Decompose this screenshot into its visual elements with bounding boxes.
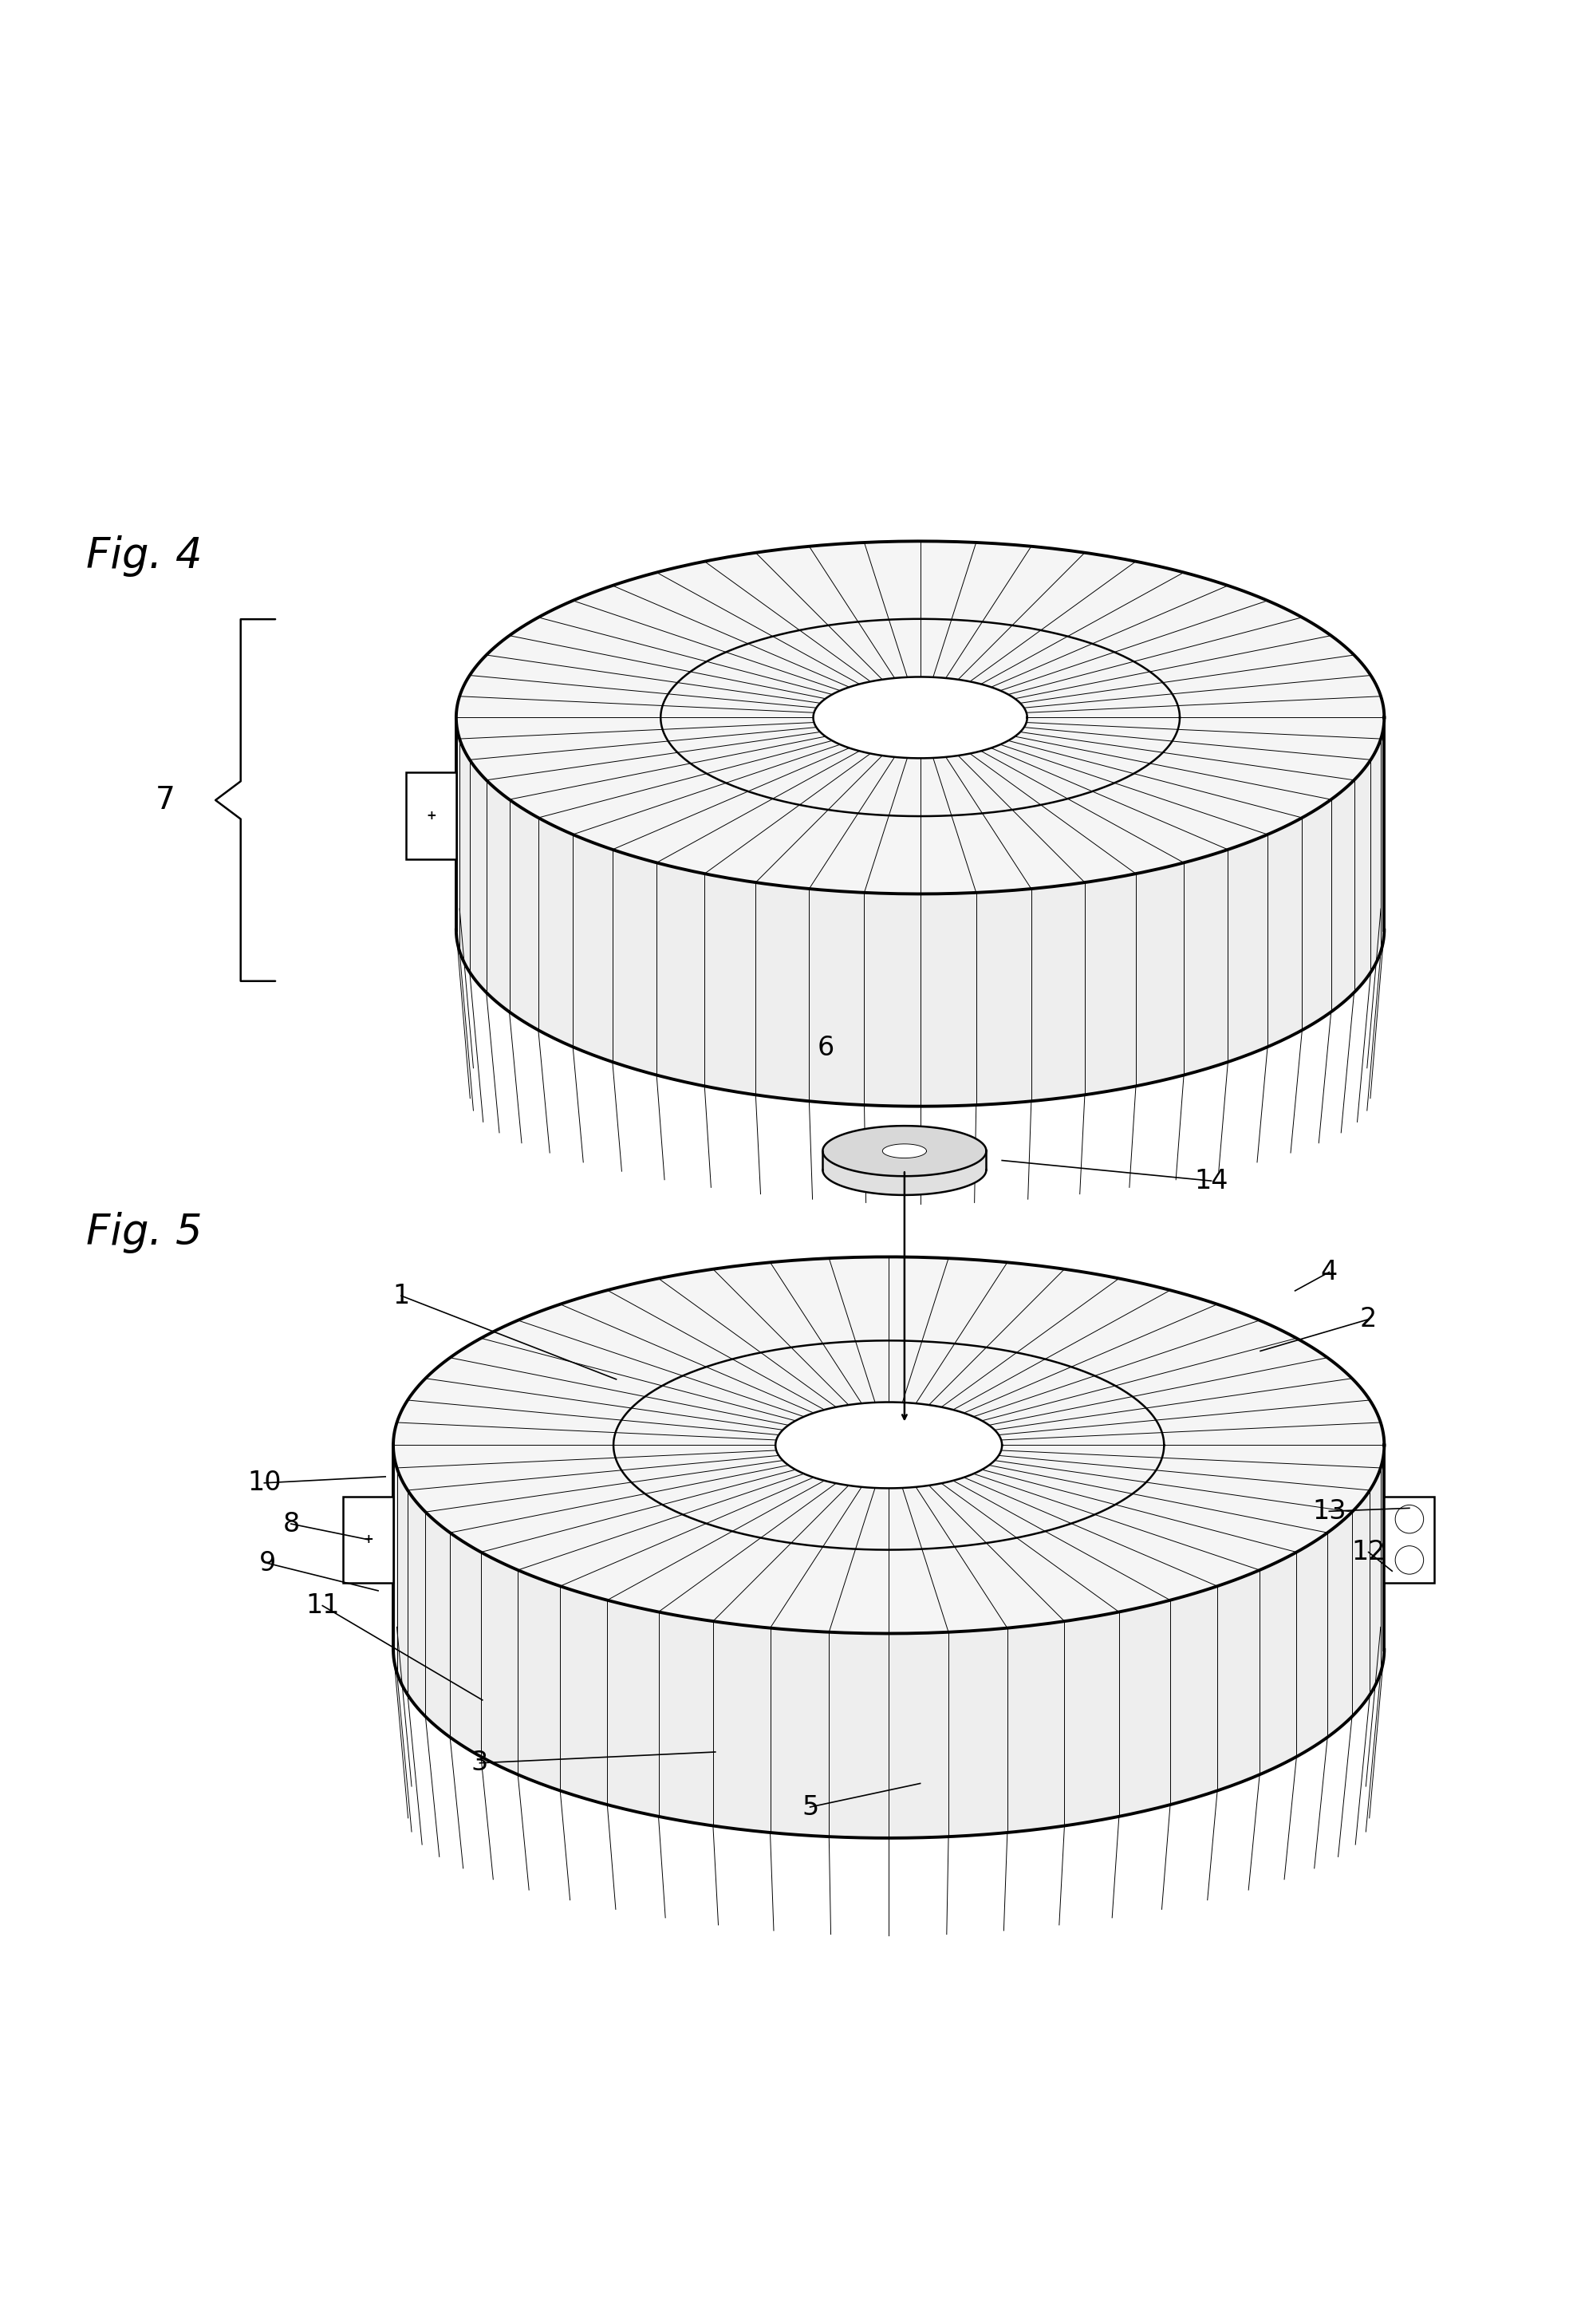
Polygon shape <box>393 1257 1384 1634</box>
Polygon shape <box>823 1150 986 1195</box>
FancyBboxPatch shape <box>1384 1497 1435 1583</box>
Text: 13: 13 <box>1312 1499 1346 1525</box>
Polygon shape <box>813 676 1027 758</box>
Text: 5: 5 <box>802 1794 818 1820</box>
Text: 7: 7 <box>156 786 175 816</box>
Polygon shape <box>456 718 1384 1106</box>
Text: 6: 6 <box>818 1034 834 1062</box>
FancyBboxPatch shape <box>343 1497 393 1583</box>
Text: 3: 3 <box>472 1750 488 1776</box>
Text: 11: 11 <box>305 1592 340 1620</box>
Text: 4: 4 <box>1321 1260 1337 1285</box>
Text: Fig. 5: Fig. 5 <box>87 1213 203 1253</box>
Text: 8: 8 <box>283 1511 299 1536</box>
Text: 12: 12 <box>1351 1538 1386 1566</box>
Polygon shape <box>775 1401 1002 1487</box>
Text: +: + <box>426 809 436 823</box>
Text: +: + <box>363 1534 373 1545</box>
Polygon shape <box>393 1446 1384 1838</box>
Text: 2: 2 <box>1361 1306 1376 1332</box>
Text: 1: 1 <box>393 1283 409 1308</box>
Text: 14: 14 <box>1194 1167 1229 1195</box>
Polygon shape <box>456 541 1384 895</box>
Text: 9: 9 <box>260 1550 275 1576</box>
Text: 10: 10 <box>247 1469 282 1497</box>
FancyBboxPatch shape <box>406 772 456 860</box>
Text: Fig. 4: Fig. 4 <box>87 535 203 576</box>
Polygon shape <box>882 1143 926 1157</box>
Polygon shape <box>823 1125 986 1176</box>
